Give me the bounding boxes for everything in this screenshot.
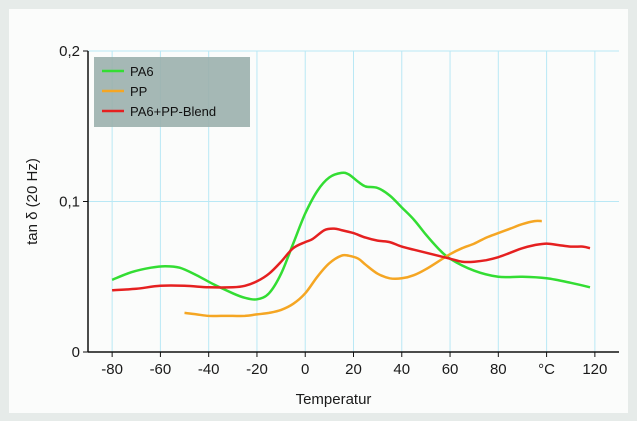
x-tick-label: -80 [101,361,123,378]
x-tick-label: 80 [490,361,507,378]
x-tick-label: -20 [246,361,268,378]
x-axis-ticks: -80 -60 -40 -20 0 20 40 60 80 °C 120 [101,352,607,378]
x-tick-label: 20 [345,361,362,378]
y-axis-title: tan δ (20 Hz) [24,158,41,245]
y-axis-ticks: 0 0,1 0,2 [59,43,88,361]
y-tick-label: 0 [72,344,80,361]
legend: PA6 PP PA6+PP-Blend [94,57,250,127]
tan-delta-chart: -80 -60 -40 -20 0 20 40 60 80 °C 120 0 0,1 0,2 Tempe… [24,43,619,408]
x-tick-label: 0 [301,361,309,378]
y-tick-label: 0,1 [59,194,80,211]
x-axis-title: Temperatur [296,391,372,408]
legend-label: PA6 [130,64,154,79]
y-tick-label: 0,2 [59,43,80,60]
x-tick-label: -40 [198,361,220,378]
series-line-pa6-pp-blend [112,227,591,292]
legend-label: PP [130,84,147,99]
chart-frame: -80 -60 -40 -20 0 20 40 60 80 °C 120 0 0,1 0,2 Tempe… [9,9,628,413]
x-tick-label: 40 [393,361,410,378]
x-tick-label: °C [538,361,555,378]
x-tick-label: 120 [582,361,607,378]
legend-label: PA6+PP-Blend [130,104,216,119]
x-tick-label: -60 [150,361,172,378]
x-tick-label: 60 [442,361,459,378]
series-layer [111,171,591,318]
series-line-pa6 [111,171,591,301]
series-line-pp [184,219,542,318]
